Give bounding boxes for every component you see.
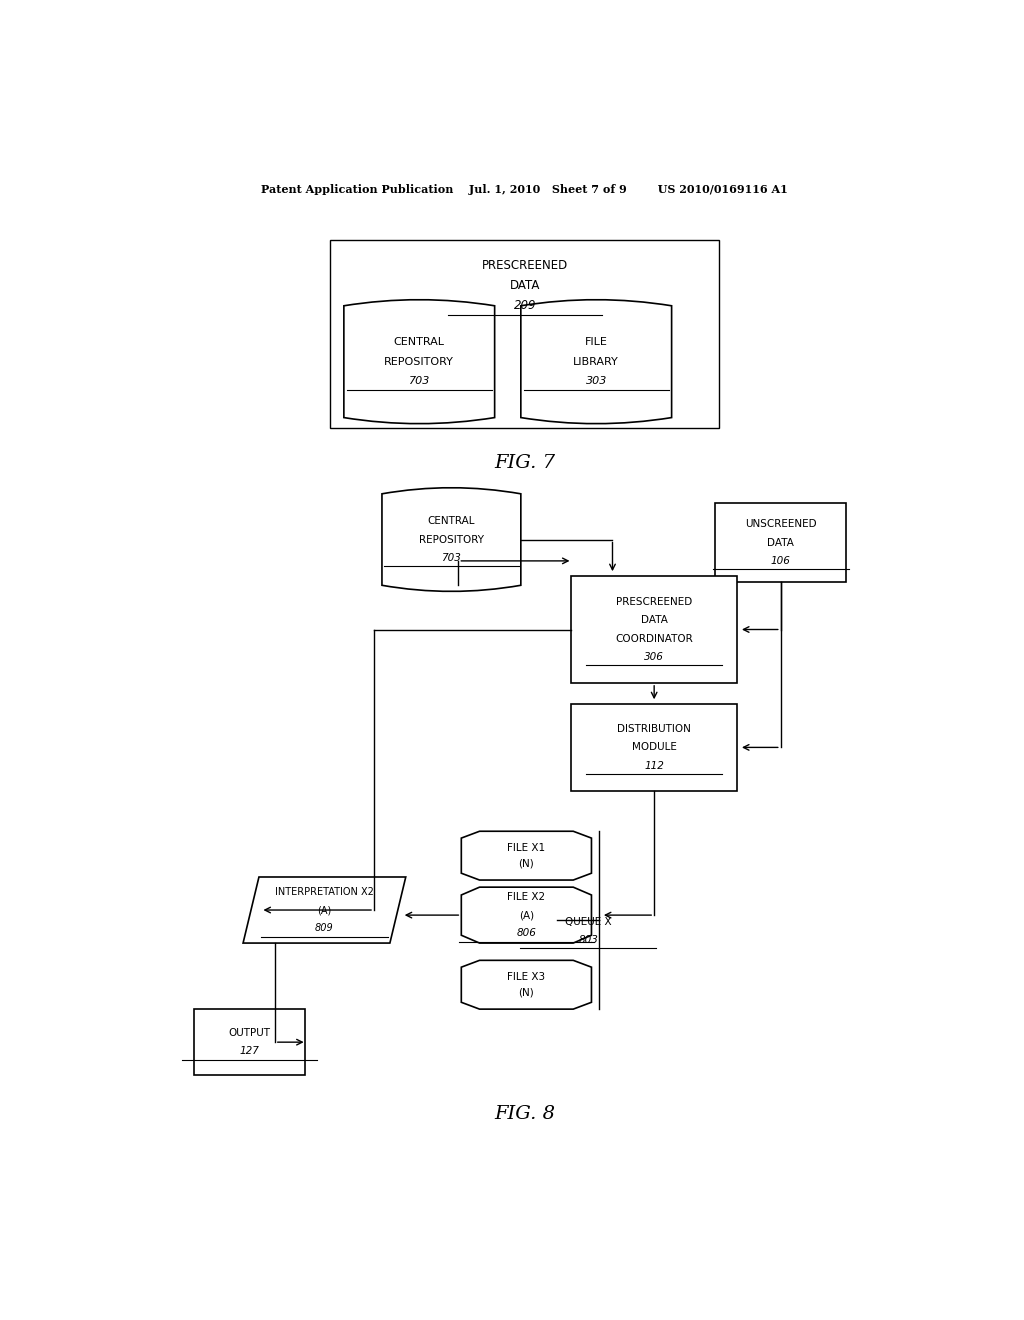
Text: REPOSITORY: REPOSITORY: [384, 356, 455, 367]
Text: FILE X1: FILE X1: [507, 842, 546, 853]
Text: FIG. 8: FIG. 8: [495, 1105, 555, 1123]
Text: 112: 112: [644, 760, 665, 771]
Text: FILE X3: FILE X3: [507, 972, 546, 982]
Text: LIBRARY: LIBRARY: [573, 356, 620, 367]
Text: Patent Application Publication    Jul. 1, 2010   Sheet 7 of 9        US 2010/016: Patent Application Publication Jul. 1, 2…: [261, 185, 788, 195]
Text: FILE: FILE: [585, 338, 607, 347]
Bar: [570, 704, 737, 791]
Text: DATA: DATA: [510, 279, 540, 292]
Bar: [570, 576, 737, 682]
Text: INTERPRETATION X2: INTERPRETATION X2: [275, 887, 374, 896]
Text: 803: 803: [579, 935, 598, 945]
Text: (A): (A): [317, 906, 332, 915]
Text: DATA: DATA: [767, 537, 795, 548]
PathPatch shape: [521, 300, 672, 424]
Text: PRESCREENED: PRESCREENED: [481, 259, 568, 272]
Text: 106: 106: [771, 556, 791, 566]
Bar: [194, 1008, 305, 1076]
Text: 703: 703: [441, 553, 462, 562]
Text: FILE X2: FILE X2: [507, 892, 546, 902]
Text: 303: 303: [586, 376, 607, 385]
Text: 306: 306: [644, 652, 665, 661]
Text: QUEUE X: QUEUE X: [565, 916, 611, 927]
Text: OUTPUT: OUTPUT: [228, 1028, 270, 1038]
Text: DATA: DATA: [641, 615, 668, 626]
Text: (N): (N): [518, 987, 535, 998]
Bar: [715, 503, 846, 582]
PathPatch shape: [243, 876, 406, 942]
Text: 209: 209: [514, 300, 536, 313]
Text: MODULE: MODULE: [632, 742, 677, 752]
Text: UNSCREENED: UNSCREENED: [744, 519, 816, 529]
Text: 809: 809: [315, 923, 334, 933]
PathPatch shape: [382, 487, 521, 591]
Text: (N): (N): [518, 859, 535, 869]
Text: PRESCREENED: PRESCREENED: [616, 597, 692, 607]
Text: DISTRIBUTION: DISTRIBUTION: [617, 725, 691, 734]
Text: 806: 806: [516, 928, 537, 939]
Bar: [331, 240, 719, 428]
Text: 127: 127: [240, 1047, 259, 1056]
Text: CENTRAL: CENTRAL: [394, 338, 444, 347]
Text: FIG. 7: FIG. 7: [495, 454, 555, 473]
Text: (A): (A): [519, 909, 534, 920]
PathPatch shape: [344, 300, 495, 424]
Text: 703: 703: [409, 376, 430, 385]
PathPatch shape: [461, 887, 592, 942]
PathPatch shape: [461, 832, 592, 880]
Text: COORDINATOR: COORDINATOR: [615, 634, 693, 644]
Text: REPOSITORY: REPOSITORY: [419, 535, 484, 545]
PathPatch shape: [461, 961, 592, 1008]
Text: CENTRAL: CENTRAL: [428, 516, 475, 527]
